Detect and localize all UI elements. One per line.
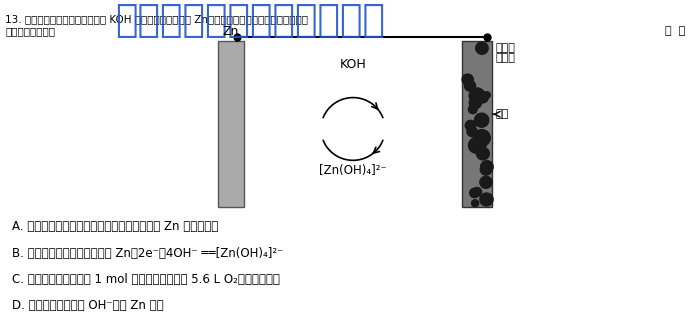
Text: 下列说法错误的是: 下列说法错误的是	[5, 26, 55, 36]
Bar	[218, 41, 244, 207]
Text: 石墨复: 石墨复	[496, 43, 516, 53]
Circle shape	[468, 105, 477, 114]
Circle shape	[473, 187, 482, 196]
Circle shape	[466, 120, 476, 130]
Text: B. 充电时，负极的电极反应为 Zn－2e⁻＋4OH⁻ ══[Zn(OH)₄]²⁻: B. 充电时，负极的电极反应为 Zn－2e⁻＋4OH⁻ ══[Zn(OH)₄]²…	[12, 246, 284, 260]
Circle shape	[475, 139, 486, 150]
Circle shape	[480, 176, 492, 188]
Circle shape	[477, 91, 489, 103]
Circle shape	[469, 88, 485, 103]
Circle shape	[481, 161, 493, 173]
Bar	[462, 41, 492, 207]
Text: A. 充放电时，石墨复合材料电极的电势均高于 Zn 电极的电势: A. 充放电时，石墨复合材料电极的电势均高于 Zn 电极的电势	[12, 220, 218, 233]
Text: 合材料: 合材料	[496, 54, 516, 64]
Circle shape	[469, 97, 482, 109]
Circle shape	[477, 147, 489, 160]
Text: Zn: Zn	[223, 25, 239, 38]
Circle shape	[480, 164, 491, 175]
Text: D. 放电时，溶液中的 OH⁻移向 Zn 电极: D. 放电时，溶液中的 OH⁻移向 Zn 电极	[12, 299, 164, 312]
Text: 空气: 空气	[496, 109, 510, 119]
Circle shape	[467, 127, 477, 137]
Circle shape	[468, 138, 484, 153]
Text: （  ）: （ ）	[665, 26, 685, 36]
Text: C. 放电时，电路中通过 1 mol 电子，理论上消耗 5.6 L O₂（标准状况）: C. 放电时，电路中通过 1 mol 电子，理论上消耗 5.6 L O₂（标准状…	[12, 273, 280, 286]
Circle shape	[464, 80, 475, 91]
Circle shape	[484, 92, 490, 98]
Text: [Zn(OH)₄]²⁻: [Zn(OH)₄]²⁻	[319, 164, 387, 177]
Circle shape	[480, 193, 493, 206]
Circle shape	[462, 74, 473, 85]
Circle shape	[475, 113, 489, 127]
Circle shape	[473, 130, 490, 146]
Circle shape	[470, 188, 479, 198]
Text: KOH: KOH	[340, 58, 366, 71]
Circle shape	[472, 200, 479, 207]
Text: 微信公众号关注：趣找答案: 微信公众号关注：趣找答案	[115, 3, 385, 39]
Text: 13. 近日，某科研团队研究了以液 KOH 作电解质溶液的碱性 Zn－空气电池，其工作原理如图所示，: 13. 近日，某科研团队研究了以液 KOH 作电解质溶液的碱性 Zn－空气电池，…	[5, 14, 308, 24]
Circle shape	[476, 42, 488, 54]
